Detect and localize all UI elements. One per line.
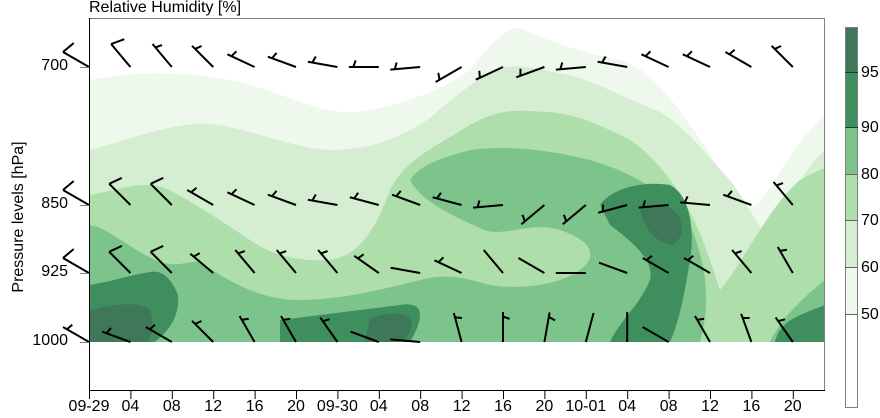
x-tick-label: 16 — [245, 398, 264, 415]
x-tick-label: 16 — [742, 398, 761, 415]
wind-barb — [517, 257, 545, 274]
wind-barb — [149, 251, 173, 274]
rh-contours — [89, 18, 825, 342]
wind-barb — [350, 330, 380, 343]
wind-barb — [62, 189, 90, 206]
x-tick-label: 08 — [659, 398, 678, 415]
x-tick-label: 04 — [121, 398, 140, 415]
colorbar-tick-label: 95 — [861, 64, 879, 81]
colorbar-band — [845, 27, 858, 72]
x-tick-label: 08 — [411, 398, 430, 415]
wind-barb — [390, 266, 421, 274]
x-tick-label: 08 — [162, 398, 181, 415]
wind-barb — [108, 251, 132, 274]
wind-barbs — [62, 38, 794, 343]
colorbar-band — [845, 127, 858, 174]
y-tick-label: 1000 — [32, 332, 68, 349]
wind-barb — [62, 257, 90, 274]
x-tick-label: 16 — [494, 398, 512, 415]
colorbar-band — [845, 174, 858, 220]
wind-barb — [598, 261, 628, 274]
x-tick-label: 12 — [204, 398, 223, 415]
colorbar-tick-label: 70 — [861, 212, 879, 229]
colorbar — [845, 27, 858, 408]
x-tick-label: 20 — [783, 398, 802, 415]
colorbar-band — [845, 314, 858, 408]
wind-barb — [62, 51, 90, 68]
wind-barb — [108, 183, 132, 206]
x-tick-label: 09-30 — [316, 398, 358, 415]
wind-barb — [584, 312, 595, 343]
colorbar-tick-label: 60 — [861, 259, 879, 276]
colorbar-tick-label: 50 — [861, 306, 879, 323]
colorbar-band — [845, 267, 858, 314]
wind-barb — [110, 43, 132, 68]
x-tick-label: 09-29 — [68, 398, 110, 415]
x-tick-label: 12 — [452, 398, 471, 415]
x-tick-label: 04 — [618, 398, 637, 415]
colorbar-band — [845, 220, 858, 267]
y-tick-label: 850 — [41, 195, 68, 212]
x-tick-label: 12 — [701, 398, 719, 415]
x-tick-label: 04 — [369, 398, 388, 415]
chart-title: Relative Humidity [%] — [89, 0, 242, 16]
x-tick-label: 20 — [287, 398, 305, 415]
colorbar-band — [845, 72, 858, 127]
y-tick-label: 925 — [41, 263, 68, 280]
colorbar-tick-label: 90 — [861, 119, 879, 136]
x-tick-label: 10-01 — [565, 398, 607, 415]
colorbar-tick-label: 80 — [861, 166, 879, 183]
y-tick-label: 700 — [41, 57, 68, 74]
wind-barb — [482, 249, 504, 274]
x-tick-label: 20 — [535, 398, 554, 415]
wind-barb — [642, 326, 670, 343]
wind-barb — [149, 183, 173, 206]
wind-barb — [390, 338, 421, 343]
